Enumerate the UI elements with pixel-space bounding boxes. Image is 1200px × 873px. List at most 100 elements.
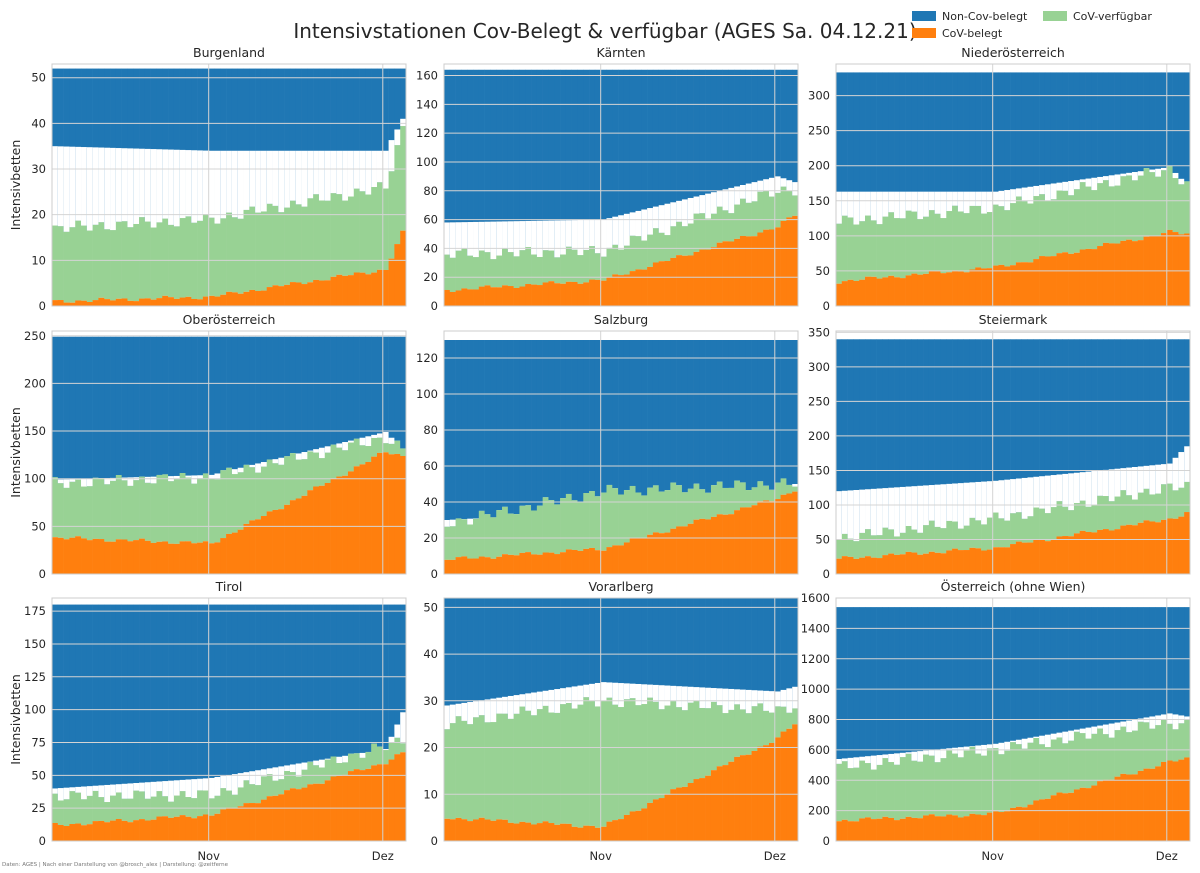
bar-gap <box>1045 476 1051 514</box>
y-tick-label: 30 <box>31 162 46 176</box>
bar-covfree <box>220 218 226 294</box>
bar-covfree <box>969 518 975 548</box>
bar-covfree <box>717 705 723 766</box>
bar-covfree <box>940 528 946 553</box>
bar-covused <box>618 275 624 306</box>
bar-covfree <box>365 752 371 769</box>
bar-gap <box>191 779 197 798</box>
bar-covused <box>612 274 618 306</box>
bar-covused <box>572 550 578 574</box>
bar-covfree <box>400 743 406 752</box>
bar-noncov <box>975 607 981 754</box>
bar-covused <box>711 770 717 841</box>
bar-noncov <box>473 598 479 717</box>
bar-gap <box>987 192 993 212</box>
bar-covfree <box>220 470 226 538</box>
bar-gap <box>1138 718 1144 721</box>
bar-covfree <box>1115 186 1121 244</box>
bar-covfree <box>1051 740 1057 796</box>
bar-covfree <box>763 191 769 230</box>
bar-gap <box>1074 180 1080 189</box>
bar-covused <box>284 285 290 306</box>
bar-covfree <box>606 248 612 277</box>
bar-gap <box>319 760 325 768</box>
bar-covused <box>122 298 128 306</box>
bar-covfree <box>1178 488 1184 517</box>
bar-noncov <box>1120 72 1126 176</box>
bar-covfree <box>775 193 781 227</box>
bar-noncov <box>734 340 740 481</box>
bar-covfree <box>630 486 636 538</box>
x-tick-label: Nov <box>981 849 1004 863</box>
bar-noncov <box>1161 339 1167 484</box>
bar-gap <box>1016 740 1022 744</box>
bar-covused <box>87 824 93 841</box>
bar-covfree <box>537 506 543 555</box>
bar-covfree <box>746 713 752 754</box>
bar-noncov <box>1091 607 1097 734</box>
bar-gap <box>348 151 354 197</box>
bar-covused <box>775 227 781 306</box>
bar-gap <box>740 185 746 199</box>
bar-covused <box>1068 793 1074 841</box>
bar-noncov <box>694 598 700 701</box>
bar-covused <box>313 487 319 574</box>
bar-covused <box>859 818 865 841</box>
bar-noncov <box>313 605 319 766</box>
bar-covfree <box>255 785 261 803</box>
bar-covused <box>717 766 723 841</box>
bar-covfree <box>307 198 313 282</box>
bar-noncov <box>1120 339 1126 490</box>
bar-covfree <box>1022 749 1028 808</box>
bar-covfree <box>197 478 203 542</box>
bar-covfree <box>589 246 595 279</box>
bar-noncov <box>670 598 676 701</box>
bar-covfree <box>624 490 630 542</box>
bar-covfree <box>836 764 842 821</box>
bar-covused <box>371 457 377 574</box>
bar-covused <box>1109 243 1115 306</box>
bar-covused <box>882 277 888 306</box>
bar-covused <box>865 817 871 841</box>
bar-gap <box>461 222 467 248</box>
bar-gap <box>244 151 250 210</box>
bar-covused <box>342 276 348 306</box>
bar-gap <box>58 479 64 483</box>
bar-covused <box>244 524 250 574</box>
bar-covfree <box>589 701 595 826</box>
bar-noncov <box>659 340 665 492</box>
bar-gap <box>853 757 859 767</box>
bar-covfree <box>723 210 729 241</box>
bar-covused <box>1022 807 1028 841</box>
bar-noncov <box>699 340 705 489</box>
bar-gap <box>490 699 496 723</box>
bar-covfree <box>1178 723 1184 759</box>
bar-covfree <box>525 505 531 552</box>
bar-noncov <box>1068 72 1074 195</box>
bar-gap <box>1126 721 1132 733</box>
bar-noncov <box>781 340 787 478</box>
bar-gap <box>1051 183 1057 199</box>
bar-gap <box>792 484 798 487</box>
bar-covused <box>1074 789 1080 841</box>
bar-covused <box>389 454 395 574</box>
bar-covfree <box>917 219 923 275</box>
bar-gap <box>389 140 395 171</box>
bar-gap <box>502 697 508 714</box>
bar-covfree <box>682 226 688 255</box>
bar-covused <box>1115 529 1121 574</box>
bar-noncov <box>981 607 987 756</box>
bar-gap <box>273 151 279 206</box>
bar-noncov <box>543 340 549 497</box>
bar-gap <box>226 775 232 791</box>
bar-covfree <box>848 768 854 821</box>
bar-covfree <box>900 757 906 819</box>
bar-covused <box>467 821 473 841</box>
bar-covused <box>261 800 267 841</box>
bar-gap <box>87 786 93 796</box>
bar-covused <box>981 268 987 306</box>
bar-covused <box>485 557 491 574</box>
bar-noncov <box>636 340 642 493</box>
bar-covfree <box>952 754 958 816</box>
